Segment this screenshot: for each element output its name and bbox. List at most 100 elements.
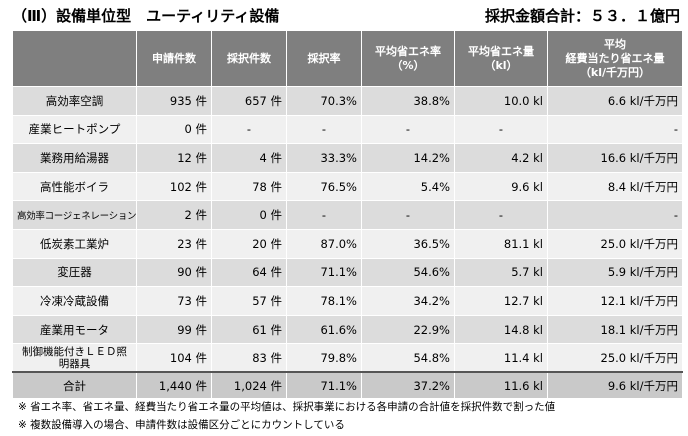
saving-rate-cell: 14.2%	[361, 143, 455, 173]
rate-cell: 76.5%	[286, 171, 362, 202]
header-adopted: 採択件数	[211, 30, 287, 87]
saving-amount-cell: 5.7 kl	[454, 257, 548, 288]
saving-rate-cell: 22.9%	[361, 314, 455, 345]
equipment-name: 高効率コージェネレーション	[12, 200, 137, 230]
table-row: 高性能ボイラ 102 件 78 件 76.5% 5.4% 9.6 kl 8.4 …	[12, 171, 683, 202]
applications-cell: 73 件	[136, 286, 212, 316]
rate-cell: -	[286, 114, 362, 145]
header-applications: 申請件数	[136, 30, 212, 87]
table-row: 低炭素工業炉 23 件 20 件 87.0% 36.5% 81.1 kl 25.…	[12, 228, 683, 259]
equipment-name: 低炭素工業炉	[12, 228, 137, 259]
saving-amount-cell: 9.6 kl	[454, 171, 548, 202]
table-row: 高効率コージェネレーション 2 件 0 件 - - - -	[12, 200, 683, 230]
applications-cell: 90 件	[136, 257, 212, 288]
footnotes: ※ 省エネ率、省エネ量、経費当たり省エネ量の平均値は、採択事業における各申請の合…	[18, 398, 555, 434]
applications-cell: 0 件	[136, 114, 212, 145]
saving-amount-cell: 14.8 kl	[454, 314, 548, 345]
total-saving-per-cost: 9.6 kl/千万円	[547, 371, 683, 399]
applications-cell: 102 件	[136, 171, 212, 202]
header-row: 申請件数 採択件数 採択率 平均省エネ率 （%） 平均省エネ量 （kl） 平均 経費当…	[12, 30, 683, 87]
header-adoption-rate: 採択率	[286, 30, 362, 87]
adopted-cell: -	[211, 114, 287, 145]
header-avg-saving-amount: 平均省エネ量 （kl）	[454, 30, 548, 87]
saving-rate-cell: 34.2%	[361, 286, 455, 316]
saving-per-cost-cell: -	[547, 200, 683, 230]
saving-rate-cell: -	[361, 114, 455, 145]
saving-per-cost-cell: -	[547, 114, 683, 145]
table-row: 高効率空調 935 件 657 件 70.3% 38.8% 10.0 kl 6.…	[12, 86, 683, 116]
rate-cell: 79.8%	[286, 343, 362, 373]
saving-amount-cell: 11.4 kl	[454, 343, 548, 373]
saving-rate-cell: 54.8%	[361, 343, 455, 373]
adopted-cell: 0 件	[211, 200, 287, 230]
saving-rate-cell: 36.5%	[361, 228, 455, 259]
applications-cell: 935 件	[136, 86, 212, 116]
equipment-name: 高性能ボイラ	[12, 171, 137, 202]
saving-per-cost-cell: 16.6 kl/千万円	[547, 143, 683, 173]
total-saving-amount: 11.6 kl	[454, 371, 548, 399]
equipment-name: 変圧器	[12, 257, 137, 288]
rate-cell: 78.1%	[286, 286, 362, 316]
rate-cell: 71.1%	[286, 257, 362, 288]
adopted-cell: 83 件	[211, 343, 287, 373]
saving-amount-cell: 4.2 kl	[454, 143, 548, 173]
adopted-cell: 61 件	[211, 314, 287, 345]
rate-cell: 87.0%	[286, 228, 362, 259]
equipment-name: 高効率空調	[12, 86, 137, 116]
adopted-cell: 20 件	[211, 228, 287, 259]
table-row: 産業ヒートポンプ 0 件 - - - - -	[12, 114, 683, 145]
saving-rate-cell: -	[361, 200, 455, 230]
saving-per-cost-cell: 25.0 kl/千万円	[547, 228, 683, 259]
header-avg-saving-rate: 平均省エネ率 （%）	[361, 30, 455, 87]
rate-cell: 70.3%	[286, 86, 362, 116]
total-row: 合計 1,440 件 1,024 件 71.1% 37.2% 11.6 kl 9…	[12, 371, 683, 399]
total-applications: 1,440 件	[136, 371, 212, 399]
adopted-cell: 4 件	[211, 143, 287, 173]
saving-amount-cell: -	[454, 200, 548, 230]
rate-cell: 61.6%	[286, 314, 362, 345]
saving-rate-cell: 54.6%	[361, 257, 455, 288]
footnote: ※ 複数設備導入の場合、申請件数は設備区分ごとにカウントしている	[18, 419, 345, 431]
table-row: 冷凍冷蔵設備 73 件 57 件 78.1% 34.2% 12.7 kl 12.…	[12, 286, 683, 316]
total-adopted: 1,024 件	[211, 371, 287, 399]
adopted-cell: 64 件	[211, 257, 287, 288]
saving-per-cost-cell: 12.1 kl/千万円	[547, 286, 683, 316]
applications-cell: 104 件	[136, 343, 212, 373]
adoption-table: 申請件数 採択件数 採択率 平均省エネ率 （%） 平均省エネ量 （kl） 平均 経費当…	[12, 30, 683, 399]
saving-per-cost-cell: 6.6 kl/千万円	[547, 86, 683, 116]
saving-amount-cell: 10.0 kl	[454, 86, 548, 116]
equipment-name: 冷凍冷蔵設備	[12, 286, 137, 316]
rate-cell: -	[286, 200, 362, 230]
total-rate: 71.1%	[286, 371, 362, 399]
table-row: 変圧器 90 件 64 件 71.1% 54.6% 5.7 kl 5.9 kl/…	[12, 257, 683, 288]
saving-per-cost-cell: 18.1 kl/千万円	[547, 314, 683, 345]
total-label: 合計	[12, 371, 137, 399]
total-saving-rate: 37.2%	[361, 371, 455, 399]
table-row: 業務用給湯器 12 件 4 件 33.3% 14.2% 4.2 kl 16.6 …	[12, 143, 683, 173]
saving-rate-cell: 5.4%	[361, 171, 455, 202]
header: （Ⅲ）設備単位型 ユーティリティ設備 採択金額合計：５３．１億円	[0, 0, 688, 30]
saving-rate-cell: 38.8%	[361, 86, 455, 116]
adopted-cell: 78 件	[211, 171, 287, 202]
adopted-cell: 657 件	[211, 86, 287, 116]
adopted-cell: 57 件	[211, 286, 287, 316]
header-saving-per-cost: 平均 経費当たり省エネ量 （kl/千万円）	[547, 30, 683, 87]
equipment-name: 産業ヒートポンプ	[12, 114, 137, 145]
rate-cell: 33.3%	[286, 143, 362, 173]
table-row: 産業用モータ 99 件 61 件 61.6% 22.9% 14.8 kl 18.…	[12, 314, 683, 345]
equipment-name: 業務用給湯器	[12, 143, 137, 173]
saving-amount-cell: -	[454, 114, 548, 145]
footnote: ※ 省エネ率、省エネ量、経費当たり省エネ量の平均値は、採択事業における各申請の合…	[18, 401, 556, 413]
page-title: （Ⅲ）設備単位型 ユーティリティ設備	[12, 7, 280, 25]
applications-cell: 2 件	[136, 200, 212, 230]
saving-amount-cell: 81.1 kl	[454, 228, 548, 259]
saving-per-cost-cell: 5.9 kl/千万円	[547, 257, 683, 288]
applications-cell: 99 件	[136, 314, 212, 345]
applications-cell: 12 件	[136, 143, 212, 173]
saving-amount-cell: 12.7 kl	[454, 286, 548, 316]
saving-per-cost-cell: 25.0 kl/千万円	[547, 343, 683, 373]
applications-cell: 23 件	[136, 228, 212, 259]
equipment-name: 産業用モータ	[12, 314, 137, 345]
equipment-name: 制御機能付きＬＥＤ照明器具	[12, 343, 137, 373]
saving-per-cost-cell: 8.4 kl/千万円	[547, 171, 683, 202]
